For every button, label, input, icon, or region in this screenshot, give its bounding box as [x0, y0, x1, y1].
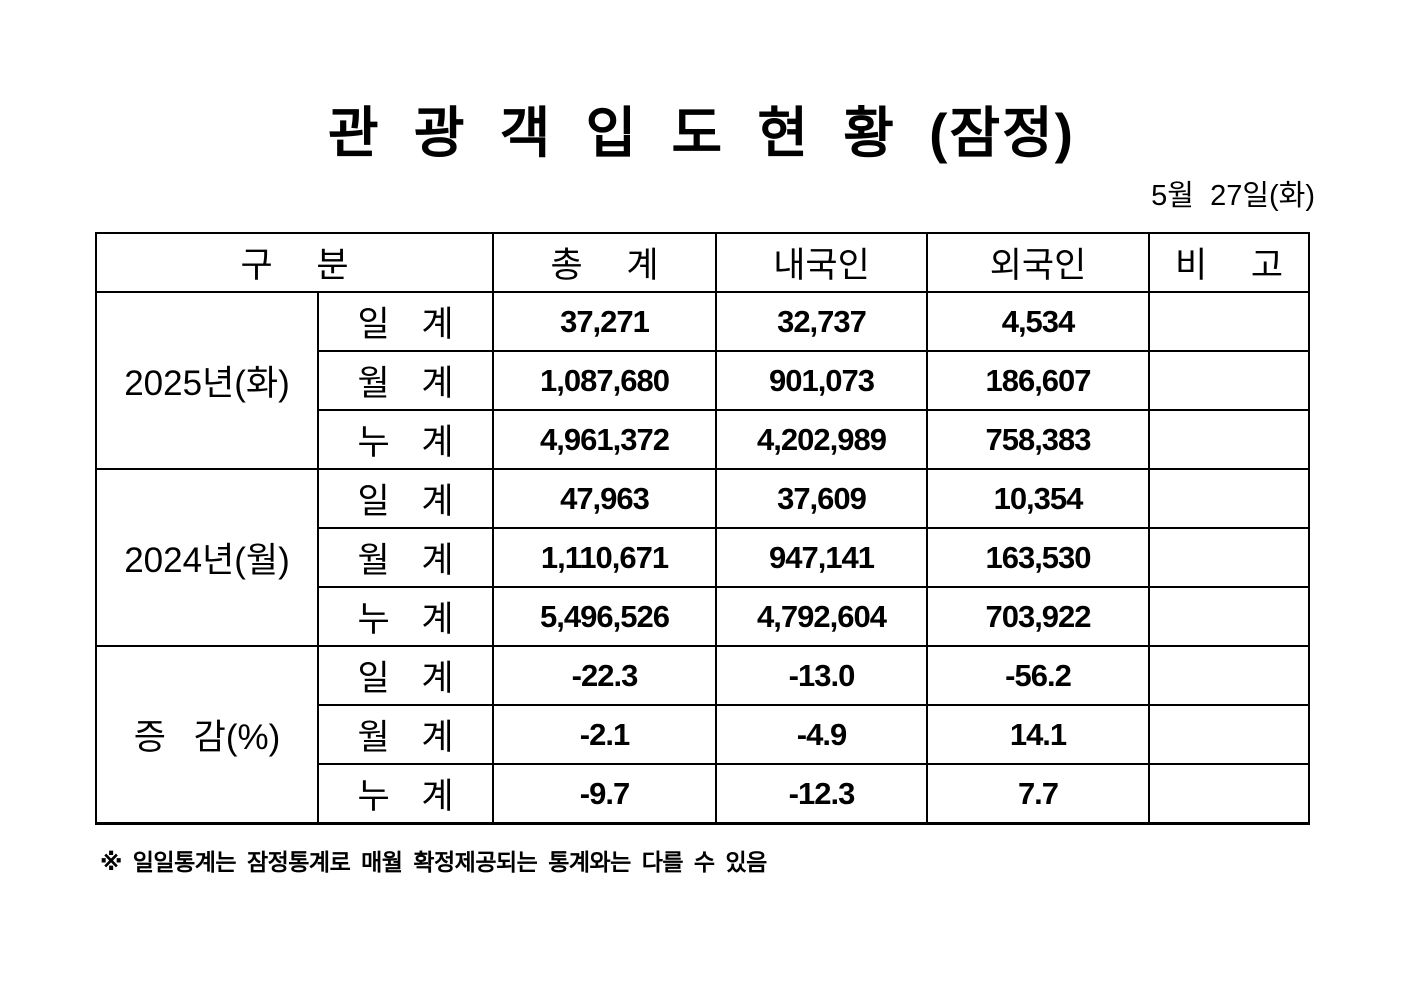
row-label: 누 계: [317, 586, 494, 648]
group-label-change: 증 감(%): [95, 645, 319, 825]
value-total: 47,963: [492, 468, 717, 530]
table-row: 증 감(%) 일 계 -22.3 -13.0 -56.2: [95, 645, 1310, 825]
table-row: 누 계 5,496,526 4,792,604 703,922: [96, 586, 1310, 648]
tourist-arrivals-table: 구 분 총 계 내국인 외국인 비 고 2025년(화) 일 계 37,271 …: [95, 232, 1310, 825]
group-label-2024: 2024년(월): [95, 468, 319, 648]
table-row: 누 계 4,961,372 4,202,989 758,383: [96, 409, 1310, 471]
remarks-cell: [1148, 350, 1310, 412]
table-row: 월 계 1,110,671 947,141 163,530: [96, 527, 1310, 589]
remarks-cell: [1148, 468, 1310, 530]
column-header-domestic: 내국인: [715, 232, 928, 293]
value-foreigner: 4,534: [926, 290, 1150, 353]
row-label: 일 계: [317, 290, 494, 353]
remarks-cell: [1148, 586, 1310, 648]
table-row: 월 계 -2.1 -4.9 14.1: [96, 704, 1310, 766]
row-label: 월 계: [317, 350, 494, 412]
table-row: 2025년(화) 일 계 37,271 32,737 4,534: [95, 290, 1310, 471]
remarks-cell: [1148, 645, 1310, 707]
column-header-remarks: 비 고: [1148, 232, 1310, 293]
remarks-cell: [1148, 527, 1310, 589]
header-row: 구 분 총 계 내국인 외국인 비 고: [95, 232, 1310, 293]
footnote: ※ 일일통계는 잠정통계로 매월 확정제공되는 통계와는 다를 수 있음: [100, 849, 767, 875]
value-foreigner: 163,530: [926, 527, 1150, 589]
value-foreigner: 7.7: [926, 763, 1150, 825]
value-foreigner: 186,607: [926, 350, 1150, 412]
value-total: 37,271: [492, 290, 717, 353]
row-label: 월 계: [317, 704, 494, 766]
table-row: 2024년(월) 일 계 47,963 37,609 10,354: [95, 468, 1310, 648]
remarks-cell: [1148, 290, 1310, 353]
value-domestic: -4.9: [715, 704, 928, 766]
value-total: 5,496,526: [492, 586, 717, 648]
column-header-foreigner: 외국인: [926, 232, 1150, 293]
row-label: 일 계: [317, 645, 494, 707]
row-label: 월 계: [317, 527, 494, 589]
row-label: 누 계: [317, 409, 494, 471]
remarks-cell: [1148, 763, 1310, 825]
column-header-total: 총 계: [492, 232, 717, 293]
value-total: -22.3: [492, 645, 717, 707]
row-label: 누 계: [317, 763, 494, 825]
value-foreigner: 14.1: [926, 704, 1150, 766]
column-header-category: 구 분: [95, 232, 494, 293]
remarks-cell: [1148, 409, 1310, 471]
value-domestic: -12.3: [715, 763, 928, 825]
value-total: 1,087,680: [492, 350, 717, 412]
value-total: 4,961,372: [492, 409, 717, 471]
page-title: 관 광 객 입 도 현 황 (잠정): [328, 102, 1075, 164]
value-total: 1,110,671: [492, 527, 717, 589]
remarks-cell: [1148, 704, 1310, 766]
group-label-2025: 2025년(화): [95, 290, 319, 471]
row-label: 일 계: [317, 468, 494, 530]
value-foreigner: -56.2: [926, 645, 1150, 707]
value-total: -2.1: [492, 704, 717, 766]
value-foreigner: 703,922: [926, 586, 1150, 648]
table-row: 월 계 1,087,680 901,073 186,607: [96, 350, 1310, 412]
value-domestic: 4,202,989: [715, 409, 928, 471]
value-domestic: 4,792,604: [715, 586, 928, 648]
value-total: -9.7: [492, 763, 717, 825]
value-foreigner: 758,383: [926, 409, 1150, 471]
value-domestic: 37,609: [715, 468, 928, 530]
value-domestic: 947,141: [715, 527, 928, 589]
value-domestic: 901,073: [715, 350, 928, 412]
table-row: 누 계 -9.7 -12.3 7.7: [96, 763, 1310, 825]
report-date: 5월 27일(화): [1151, 180, 1315, 212]
value-domestic: 32,737: [715, 290, 928, 353]
value-domestic: -13.0: [715, 645, 928, 707]
value-foreigner: 10,354: [926, 468, 1150, 530]
